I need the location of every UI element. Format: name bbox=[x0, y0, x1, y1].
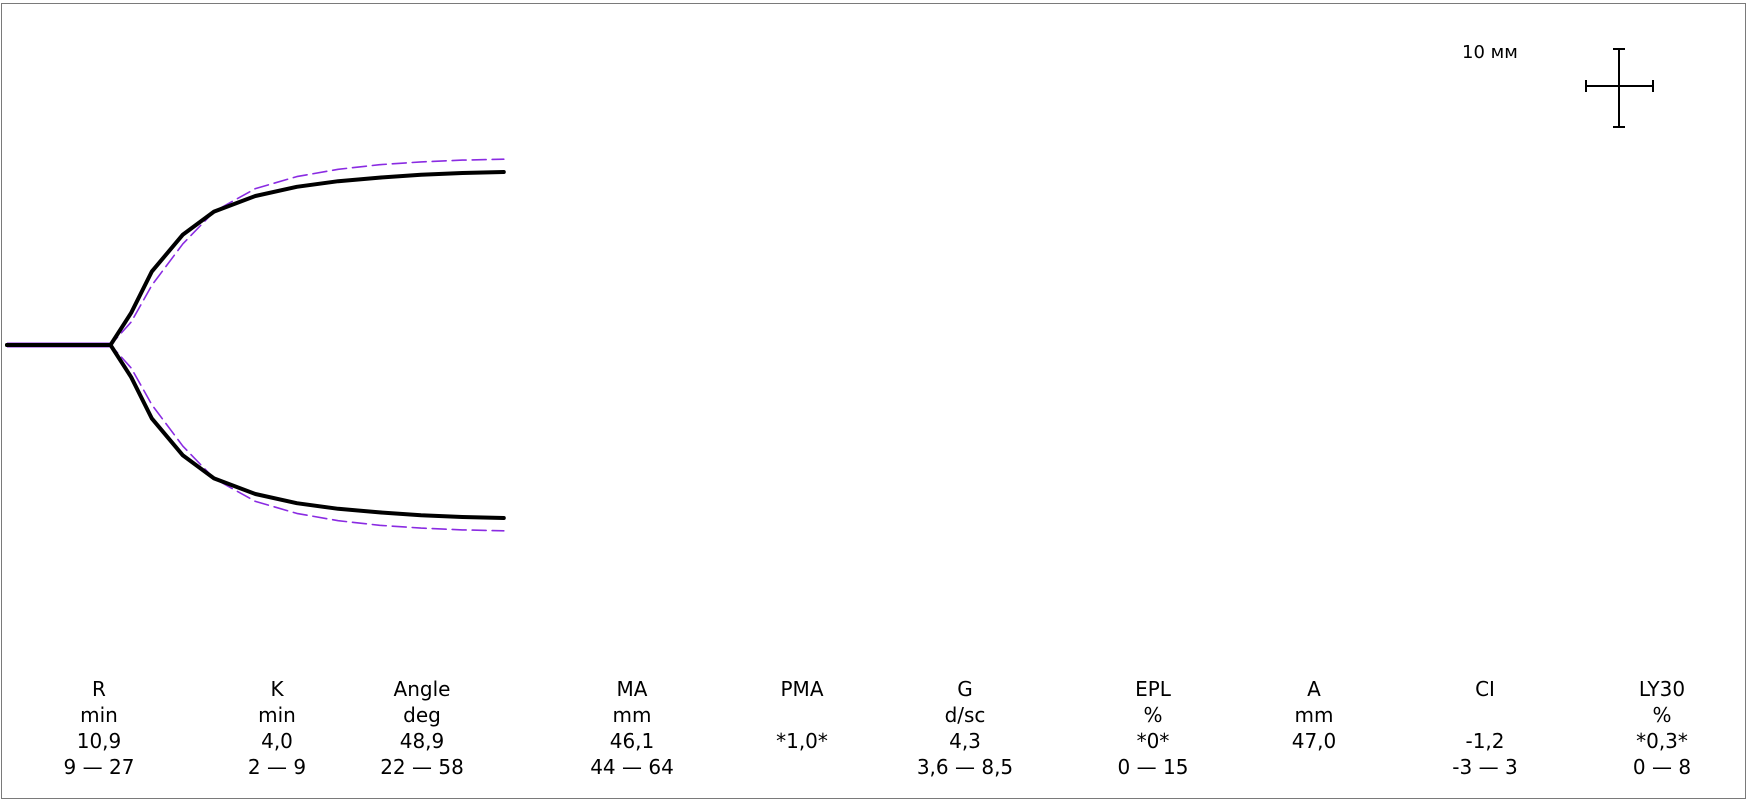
metric-unit: % bbox=[1652, 703, 1672, 727]
metric-unit: mm bbox=[1294, 703, 1334, 727]
metric-value: *0,3* bbox=[1636, 729, 1688, 753]
metric-range: -3 — 3 bbox=[1452, 755, 1518, 779]
metric-value: -1,2 bbox=[1465, 729, 1505, 753]
tracing-plot bbox=[5, 48, 1654, 532]
metric-name: PMA bbox=[780, 677, 824, 701]
metric-value: 48,9 bbox=[399, 729, 445, 753]
metric-name: LY30 bbox=[1638, 677, 1686, 701]
metric-name: Angle bbox=[393, 677, 451, 701]
reference-trace-lower bbox=[6, 344, 505, 532]
metric-range: 9 — 27 bbox=[63, 755, 135, 779]
metric-ma: MA mm 46,1 44 — 64 bbox=[562, 676, 702, 780]
metric-name: R bbox=[92, 677, 106, 701]
measured-trace-upper bbox=[5, 170, 506, 347]
metric-name: CI bbox=[1475, 677, 1495, 701]
metric-range: 2 — 9 bbox=[247, 755, 307, 779]
metric-unit: min bbox=[258, 703, 296, 727]
scale-label: 10 мм bbox=[1462, 42, 1518, 63]
metric-unit: min bbox=[80, 703, 118, 727]
metric-range bbox=[732, 754, 872, 780]
metric-ci: CI -1,2 -3 — 3 bbox=[1415, 676, 1555, 780]
metric-name: EPL bbox=[1135, 677, 1171, 701]
measured-trace-lower bbox=[5, 343, 506, 520]
metric-unit: deg bbox=[403, 703, 441, 727]
metric-angle: Angle deg 48,9 22 — 58 bbox=[352, 676, 492, 780]
metric-value: 10,9 bbox=[76, 729, 122, 753]
metric-range: 0 — 8 bbox=[1632, 755, 1692, 779]
metric-pma: PMA *1,0* bbox=[732, 676, 872, 780]
metric-range: 0 — 15 bbox=[1117, 755, 1189, 779]
metric-range bbox=[1244, 754, 1384, 780]
metric-name: A bbox=[1307, 677, 1321, 701]
metric-value: 47,0 bbox=[1291, 729, 1337, 753]
metric-value: 4,0 bbox=[261, 729, 293, 753]
metric-range: 3,6 — 8,5 bbox=[916, 755, 1014, 779]
metric-unit bbox=[732, 702, 872, 728]
metric-range: 22 — 58 bbox=[380, 755, 464, 779]
metric-range: 44 — 64 bbox=[590, 755, 674, 779]
metric-unit: mm bbox=[612, 703, 652, 727]
metric-unit: d/sc bbox=[944, 703, 986, 727]
metric-epl: EPL% *0* 0 — 15 bbox=[1083, 676, 1223, 780]
scale-marker bbox=[1585, 48, 1654, 128]
metric-unit: % bbox=[1143, 703, 1163, 727]
metric-value: 46,1 bbox=[609, 729, 655, 753]
metric-value: *1,0* bbox=[776, 729, 828, 753]
tracing-curves bbox=[5, 158, 506, 532]
reference-trace-upper bbox=[6, 158, 505, 346]
metric-value: 4,3 bbox=[949, 729, 981, 753]
metric-unit bbox=[1415, 702, 1555, 728]
metric-value: *0* bbox=[1136, 729, 1170, 753]
metric-name: G bbox=[957, 677, 973, 701]
metric-name: MA bbox=[616, 677, 648, 701]
metric-name: K bbox=[270, 677, 284, 701]
metric-ly30: LY30% *0,3* 0 — 8 bbox=[1592, 676, 1732, 780]
